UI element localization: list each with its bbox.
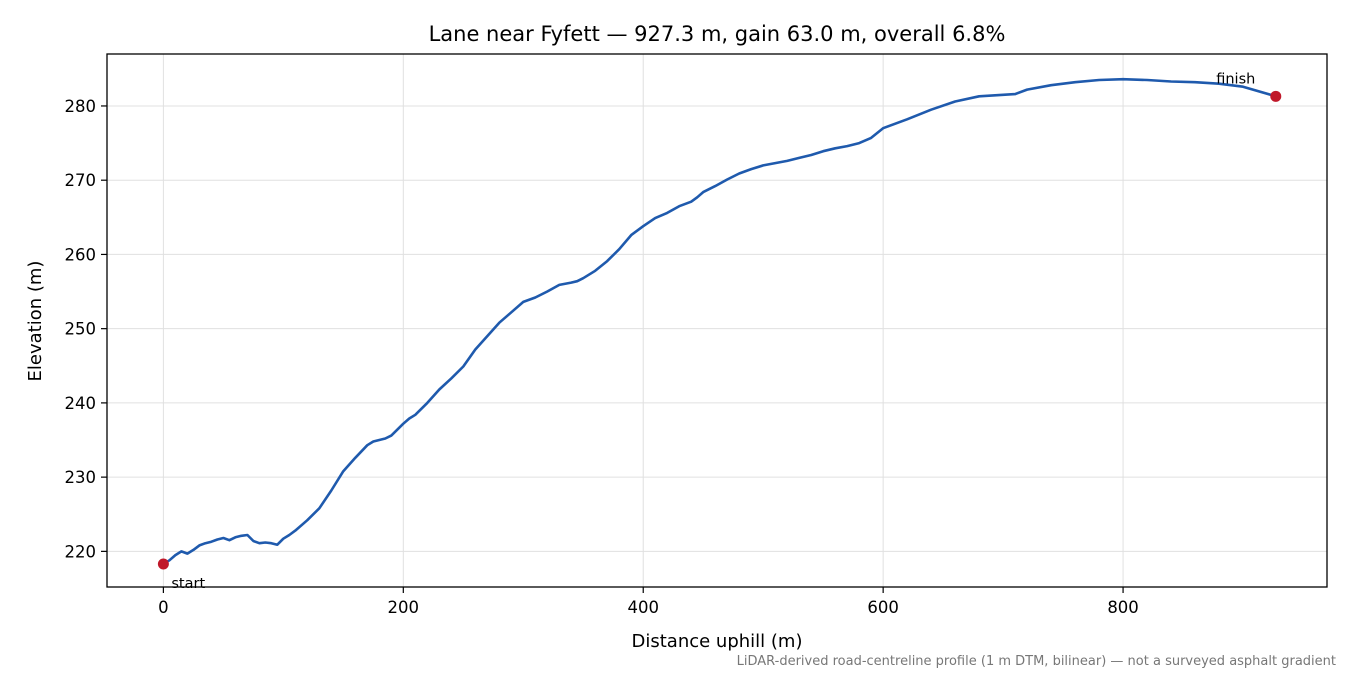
start-label: start <box>171 576 205 592</box>
finish-label: finish <box>1216 71 1255 87</box>
y-tick-label: 260 <box>65 245 97 264</box>
x-tick-label: 800 <box>1107 598 1139 617</box>
y-tick-label: 220 <box>65 542 97 561</box>
y-tick-label: 270 <box>65 171 97 190</box>
footnote: LiDAR-derived road-centreline profile (1… <box>737 654 1336 669</box>
y-tick-label: 250 <box>65 320 97 339</box>
finish-marker <box>1270 90 1282 102</box>
x-axis-label: Distance uphill (m) <box>632 631 803 652</box>
y-tick-label: 240 <box>65 394 97 413</box>
x-tick-label: 0 <box>158 598 169 617</box>
start-marker <box>157 558 169 570</box>
y-tick-label: 280 <box>65 97 97 116</box>
x-tick-label: 200 <box>388 598 420 617</box>
chart-title: Lane near Fyfett — 927.3 m, gain 63.0 m,… <box>429 22 1006 46</box>
plot-frame <box>106 53 1328 588</box>
y-axis-ticks: 220 230 240 250 260 270 280 <box>65 97 107 561</box>
x-tick-label: 400 <box>627 598 659 617</box>
grid <box>107 54 1327 587</box>
y-axis-label: Elevation (m) <box>25 261 46 382</box>
y-tick-label: 230 <box>65 468 97 487</box>
x-tick-label: 600 <box>867 598 899 617</box>
elevation-line <box>162 77 1277 566</box>
x-axis-ticks: 0 200 400 600 800 <box>158 587 1139 617</box>
